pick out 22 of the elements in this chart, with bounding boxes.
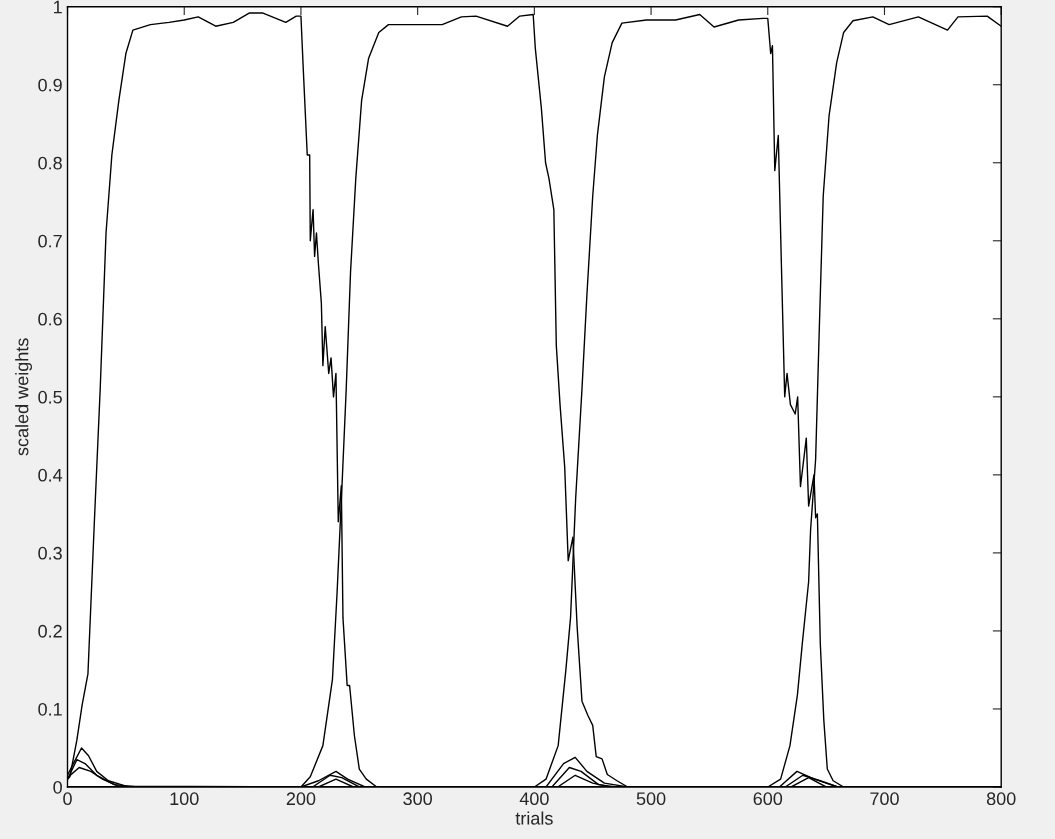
y-tick-label: 0.9 [38, 78, 62, 92]
x-tick-label: 400 [519, 792, 549, 806]
y-tick-label: 0.4 [38, 468, 63, 482]
y-tick-label: 0.7 [38, 234, 62, 248]
x-tick-label: 700 [870, 792, 899, 806]
y-tick-label: 0.8 [38, 156, 62, 170]
x-tick-label: 200 [286, 792, 316, 806]
y-tick-label: 0.2 [38, 624, 62, 638]
y-axis-title: scaled weights [15, 338, 33, 456]
x-tick-label: 800 [986, 792, 1016, 806]
y-tick-label: 0.1 [38, 702, 62, 716]
x-axis-title: trials [515, 811, 553, 825]
y-tick-label: 0.6 [38, 312, 62, 326]
y-tick-label: 1 [54, 0, 62, 14]
y-tick-label: 0.3 [38, 546, 62, 560]
y-tick-label: 0 [53, 780, 62, 794]
x-tick-label: 100 [170, 792, 199, 806]
x-tick-label: 300 [403, 792, 433, 806]
x-tick-label: 500 [636, 792, 666, 806]
x-tick-label: 0 [63, 792, 72, 806]
x-tick-label: 600 [753, 792, 783, 806]
y-tick-label: 0.5 [38, 390, 62, 404]
